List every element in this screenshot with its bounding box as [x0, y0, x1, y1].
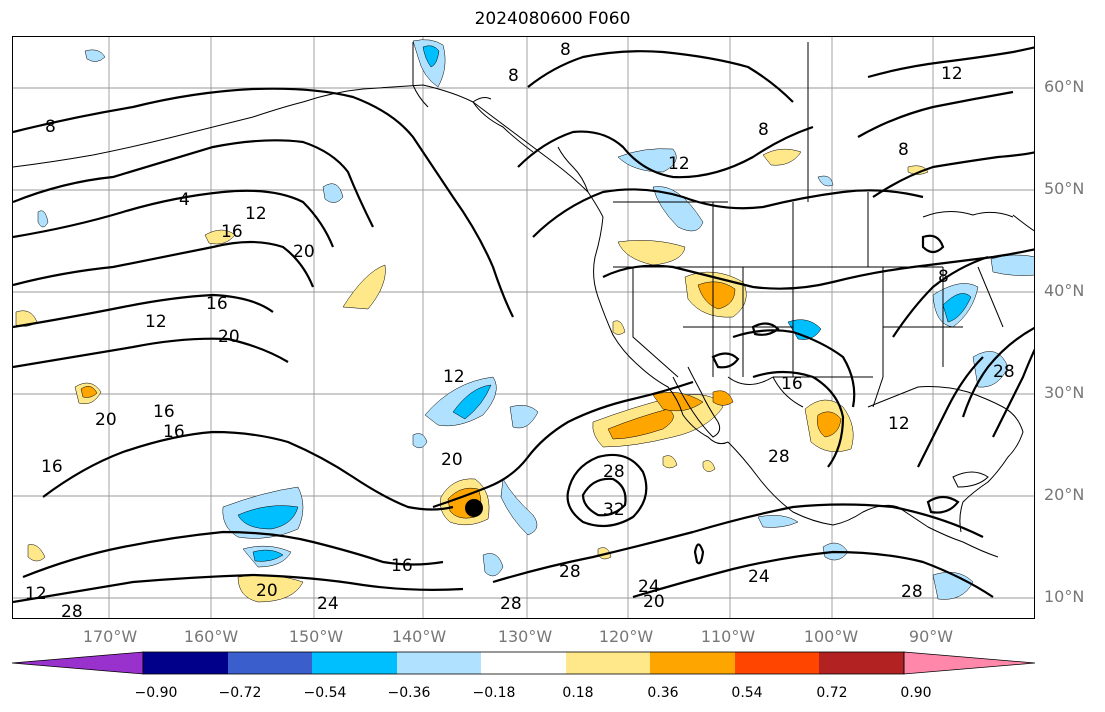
contour-label: 20	[218, 327, 240, 347]
contour-labels: 8 8 12 8 8 12 4 12 20 16 16 12 20 16 16 …	[25, 40, 1015, 619]
lon-label-160w: 160°W	[183, 627, 239, 646]
contour-label: 8	[758, 120, 769, 140]
colorbar-tick-label: 0.90	[900, 685, 932, 701]
colorbar-segment	[312, 652, 397, 674]
colorbar-tick-label: −0.18	[472, 685, 516, 701]
contour-label: 8	[560, 40, 571, 60]
lat-label-30n: 30°N	[1044, 383, 1085, 402]
colorbar-segment	[228, 652, 312, 674]
contour-label: 20	[293, 242, 315, 262]
lat-label-20n: 20°N	[1044, 485, 1085, 504]
contour-label: 16	[391, 556, 413, 576]
lon-label-110w: 110°W	[700, 627, 756, 646]
contour-label: 28	[901, 582, 923, 602]
colorbar-tick-label: −0.90	[134, 685, 178, 701]
contour-label: 24	[317, 594, 339, 614]
lon-label-150w: 150°W	[288, 627, 344, 646]
contour-label: 20	[441, 450, 463, 470]
contour-label: 8	[898, 140, 909, 160]
colorbar-segment	[650, 652, 735, 674]
contour-label: 8	[45, 117, 56, 137]
colorbar-tick-label: −0.54	[303, 685, 347, 701]
negative-anomaly-shading	[37, 39, 1034, 600]
contour-label: 32	[603, 500, 625, 520]
colorbar-segment	[397, 652, 481, 674]
contour-label: 24	[638, 577, 660, 597]
contour-label: 16	[781, 374, 803, 394]
contour-label: 8	[508, 66, 519, 86]
colorbar-right-extension	[903, 651, 1036, 675]
contour-label: 16	[221, 222, 243, 242]
colorbar	[12, 651, 1036, 675]
contour-label: 28	[559, 562, 581, 582]
contour-label: 16	[41, 457, 63, 477]
contour-label: 28	[768, 447, 790, 467]
lat-label-40n: 40°N	[1044, 281, 1085, 300]
lon-label-170w: 170°W	[82, 627, 138, 646]
lat-label-60n: 60°N	[1044, 77, 1085, 96]
lat-label-50n: 50°N	[1044, 179, 1085, 198]
contour-label: 12	[245, 204, 267, 224]
coastlines-borders	[13, 42, 1034, 558]
map-title: 2024080600 F060	[474, 9, 631, 29]
lon-label-140w: 140°W	[391, 627, 447, 646]
contour-label: 20	[643, 592, 665, 612]
contour-label: 12	[145, 312, 167, 332]
contour-label: 16	[206, 294, 228, 314]
colorbar-segment	[566, 652, 650, 674]
map-canvas: 8 8 12 8 8 12 4 12 20 16 16 12 20 16 16 …	[13, 37, 1034, 619]
contour-label: 12	[25, 584, 47, 604]
lon-label-130w: 130°W	[497, 627, 553, 646]
colorbar-tick-label: −0.72	[218, 685, 262, 701]
contour-label: 28	[61, 602, 83, 619]
map-panel: 8 8 12 8 8 12 4 12 20 16 16 12 20 16 16 …	[12, 36, 1035, 619]
lon-label-90w: 90°W	[908, 627, 954, 646]
contour-label: 16	[163, 422, 185, 442]
contour-label: 28	[603, 462, 625, 482]
colorbar-segment	[819, 652, 904, 674]
contour-label: 4	[179, 190, 190, 210]
contour-label: 28	[993, 362, 1015, 382]
contour-label: 20	[256, 581, 278, 601]
storm-center-marker	[465, 499, 483, 517]
contour-label: 8	[938, 267, 949, 287]
colorbar-tick-label: 0.72	[816, 685, 848, 701]
lon-label-120w: 120°W	[598, 627, 654, 646]
colorbar-segment	[735, 652, 819, 674]
contour-label: 16	[153, 402, 175, 422]
contour-lines	[13, 46, 1034, 604]
contour-label: 20	[95, 410, 117, 430]
colorbar-segment	[481, 652, 566, 674]
graticule	[13, 37, 1034, 618]
contour-label: 12	[443, 367, 465, 387]
colorbar-segment	[143, 652, 228, 674]
contour-label: 12	[941, 64, 963, 84]
contour-label: 12	[668, 154, 690, 174]
colorbar-left-extension	[12, 651, 144, 675]
contour-label: 24	[748, 567, 770, 587]
colorbar-tick-label: 0.54	[731, 685, 763, 701]
colorbar-tick-label: 0.18	[562, 685, 594, 701]
contour-label: 28	[500, 594, 522, 614]
lat-label-10n: 10°N	[1044, 587, 1085, 606]
colorbar-tick-label: 0.36	[647, 685, 679, 701]
lon-label-100w: 100°W	[803, 627, 859, 646]
contour-label: 12	[888, 414, 910, 434]
colorbar-tick-label: −0.36	[387, 685, 431, 701]
